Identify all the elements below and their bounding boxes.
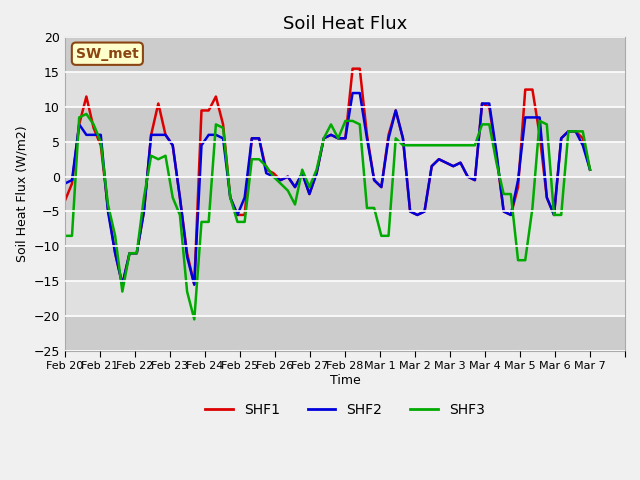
Line: SHF1: SHF1 [65,69,590,285]
SHF3 [550,212,558,218]
SHF1 [241,212,248,218]
Bar [65,246,625,281]
Line: SHF3: SHF3 [65,114,590,319]
SHF2 [349,90,356,96]
SHF2 [118,282,126,288]
SHF2 [363,135,371,141]
SHF3 [61,233,68,239]
SHF3 [191,316,198,322]
SHF1 [349,66,356,72]
Bar [65,281,625,316]
Line: SHF2: SHF2 [65,93,590,285]
Title: Soil Heat Flux: Soil Heat Flux [283,15,407,33]
Bar [65,72,625,107]
SHF2 [241,195,248,201]
SHF2 [371,177,378,183]
SHF1 [61,198,68,204]
SHF2 [550,212,558,218]
SHF1 [363,132,371,138]
Text: SW_met: SW_met [76,47,139,60]
SHF1 [550,212,558,218]
X-axis label: Time: Time [330,374,360,387]
SHF3 [248,156,256,162]
SHF2 [183,254,191,260]
Legend: SHF1, SHF2, SHF3: SHF1, SHF2, SHF3 [199,397,490,422]
SHF3 [83,111,90,117]
Bar [65,107,625,142]
SHF1 [183,251,191,256]
Bar [65,316,625,351]
SHF2 [61,180,68,186]
SHF3 [371,205,378,211]
SHF1 [118,282,126,288]
SHF3 [363,205,371,211]
SHF2 [176,195,184,201]
SHF2 [586,167,594,172]
Bar [65,142,625,177]
Bar [65,212,625,246]
SHF1 [371,177,378,183]
SHF1 [176,195,184,201]
Bar [65,37,625,72]
SHF1 [586,167,594,172]
SHF3 [176,212,184,218]
SHF3 [586,167,594,172]
Bar [65,177,625,212]
Y-axis label: Soil Heat Flux (W/m2): Soil Heat Flux (W/m2) [15,126,28,263]
SHF3 [183,288,191,294]
